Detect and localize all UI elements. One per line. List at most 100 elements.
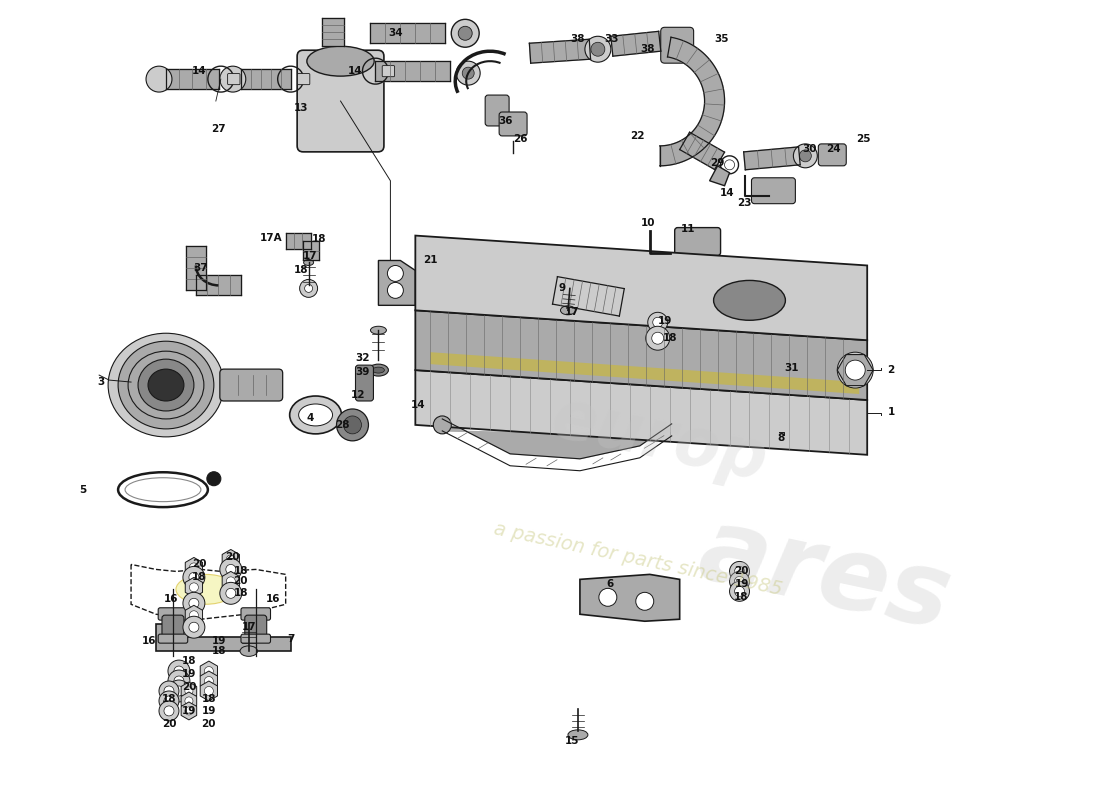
- Circle shape: [174, 686, 184, 696]
- Polygon shape: [222, 550, 240, 570]
- Circle shape: [462, 67, 474, 79]
- FancyBboxPatch shape: [751, 178, 795, 204]
- Circle shape: [183, 616, 205, 638]
- Circle shape: [646, 326, 670, 350]
- Ellipse shape: [368, 364, 388, 376]
- Text: a passion for parts since 1985: a passion for parts since 1985: [492, 519, 784, 599]
- Circle shape: [220, 558, 242, 580]
- Text: 3: 3: [98, 377, 104, 387]
- FancyBboxPatch shape: [228, 74, 240, 85]
- Polygon shape: [321, 18, 343, 46]
- Circle shape: [337, 409, 368, 441]
- Polygon shape: [185, 558, 202, 578]
- Polygon shape: [580, 574, 680, 622]
- Text: 14: 14: [191, 66, 206, 76]
- Text: 16: 16: [265, 594, 280, 604]
- Text: 2: 2: [888, 365, 894, 375]
- Ellipse shape: [108, 334, 223, 437]
- Text: 17: 17: [242, 622, 256, 632]
- Polygon shape: [371, 23, 446, 43]
- Circle shape: [585, 36, 611, 62]
- FancyBboxPatch shape: [241, 634, 271, 643]
- Polygon shape: [182, 682, 197, 700]
- Circle shape: [433, 416, 451, 434]
- Circle shape: [729, 582, 749, 602]
- Polygon shape: [302, 241, 319, 261]
- Circle shape: [168, 680, 190, 702]
- Circle shape: [164, 706, 174, 716]
- Circle shape: [636, 592, 653, 610]
- Text: 16: 16: [164, 594, 178, 604]
- FancyBboxPatch shape: [674, 228, 720, 255]
- Text: 18: 18: [294, 266, 308, 275]
- Ellipse shape: [128, 351, 204, 419]
- Circle shape: [387, 266, 404, 282]
- Polygon shape: [837, 354, 873, 386]
- Text: 33: 33: [605, 34, 619, 44]
- FancyBboxPatch shape: [499, 112, 527, 136]
- Text: 26: 26: [513, 134, 527, 144]
- Circle shape: [160, 691, 179, 711]
- Polygon shape: [166, 69, 219, 89]
- Text: europ: europ: [546, 385, 773, 495]
- Polygon shape: [610, 31, 661, 56]
- FancyBboxPatch shape: [241, 608, 271, 620]
- Text: 18: 18: [735, 592, 749, 602]
- Circle shape: [343, 416, 362, 434]
- Circle shape: [160, 701, 179, 721]
- Circle shape: [205, 666, 213, 675]
- Circle shape: [837, 352, 873, 388]
- Circle shape: [183, 566, 205, 588]
- Ellipse shape: [568, 730, 587, 740]
- Text: 16: 16: [142, 636, 156, 646]
- Circle shape: [220, 66, 245, 92]
- FancyBboxPatch shape: [485, 95, 509, 126]
- Text: 20: 20: [191, 559, 206, 570]
- Circle shape: [189, 622, 199, 632]
- Polygon shape: [660, 38, 725, 166]
- Text: 28: 28: [336, 420, 350, 430]
- Circle shape: [189, 572, 199, 582]
- Circle shape: [456, 61, 481, 85]
- Polygon shape: [185, 578, 202, 598]
- Text: 7: 7: [287, 634, 295, 644]
- Circle shape: [227, 555, 235, 564]
- Text: 38: 38: [640, 44, 654, 54]
- Text: 20: 20: [201, 719, 216, 729]
- Ellipse shape: [298, 404, 332, 426]
- Polygon shape: [200, 681, 218, 701]
- Polygon shape: [182, 692, 197, 710]
- Text: 37: 37: [194, 263, 208, 274]
- Polygon shape: [200, 661, 218, 681]
- Circle shape: [305, 285, 312, 292]
- Circle shape: [174, 676, 184, 686]
- Circle shape: [146, 66, 172, 92]
- Text: 19: 19: [182, 669, 196, 679]
- Text: 17: 17: [304, 250, 318, 261]
- Text: 14: 14: [349, 66, 363, 76]
- Ellipse shape: [289, 396, 341, 434]
- Polygon shape: [416, 235, 867, 340]
- Polygon shape: [680, 132, 725, 170]
- Circle shape: [648, 312, 668, 332]
- Text: 30: 30: [802, 144, 816, 154]
- Text: 21: 21: [424, 255, 438, 266]
- Circle shape: [591, 42, 605, 56]
- Ellipse shape: [373, 367, 384, 373]
- Text: 15: 15: [564, 736, 580, 746]
- Circle shape: [651, 332, 663, 344]
- Polygon shape: [375, 61, 450, 81]
- FancyBboxPatch shape: [818, 144, 846, 166]
- Text: 27: 27: [211, 124, 227, 134]
- FancyBboxPatch shape: [661, 27, 694, 63]
- Circle shape: [205, 677, 213, 686]
- FancyBboxPatch shape: [220, 369, 283, 401]
- Text: 17: 17: [564, 307, 580, 318]
- Text: 20: 20: [162, 719, 176, 729]
- FancyBboxPatch shape: [566, 284, 580, 297]
- FancyBboxPatch shape: [355, 365, 373, 401]
- Text: 18: 18: [162, 694, 176, 704]
- Circle shape: [845, 360, 866, 380]
- Text: 25: 25: [856, 134, 870, 144]
- Text: 10: 10: [640, 218, 654, 228]
